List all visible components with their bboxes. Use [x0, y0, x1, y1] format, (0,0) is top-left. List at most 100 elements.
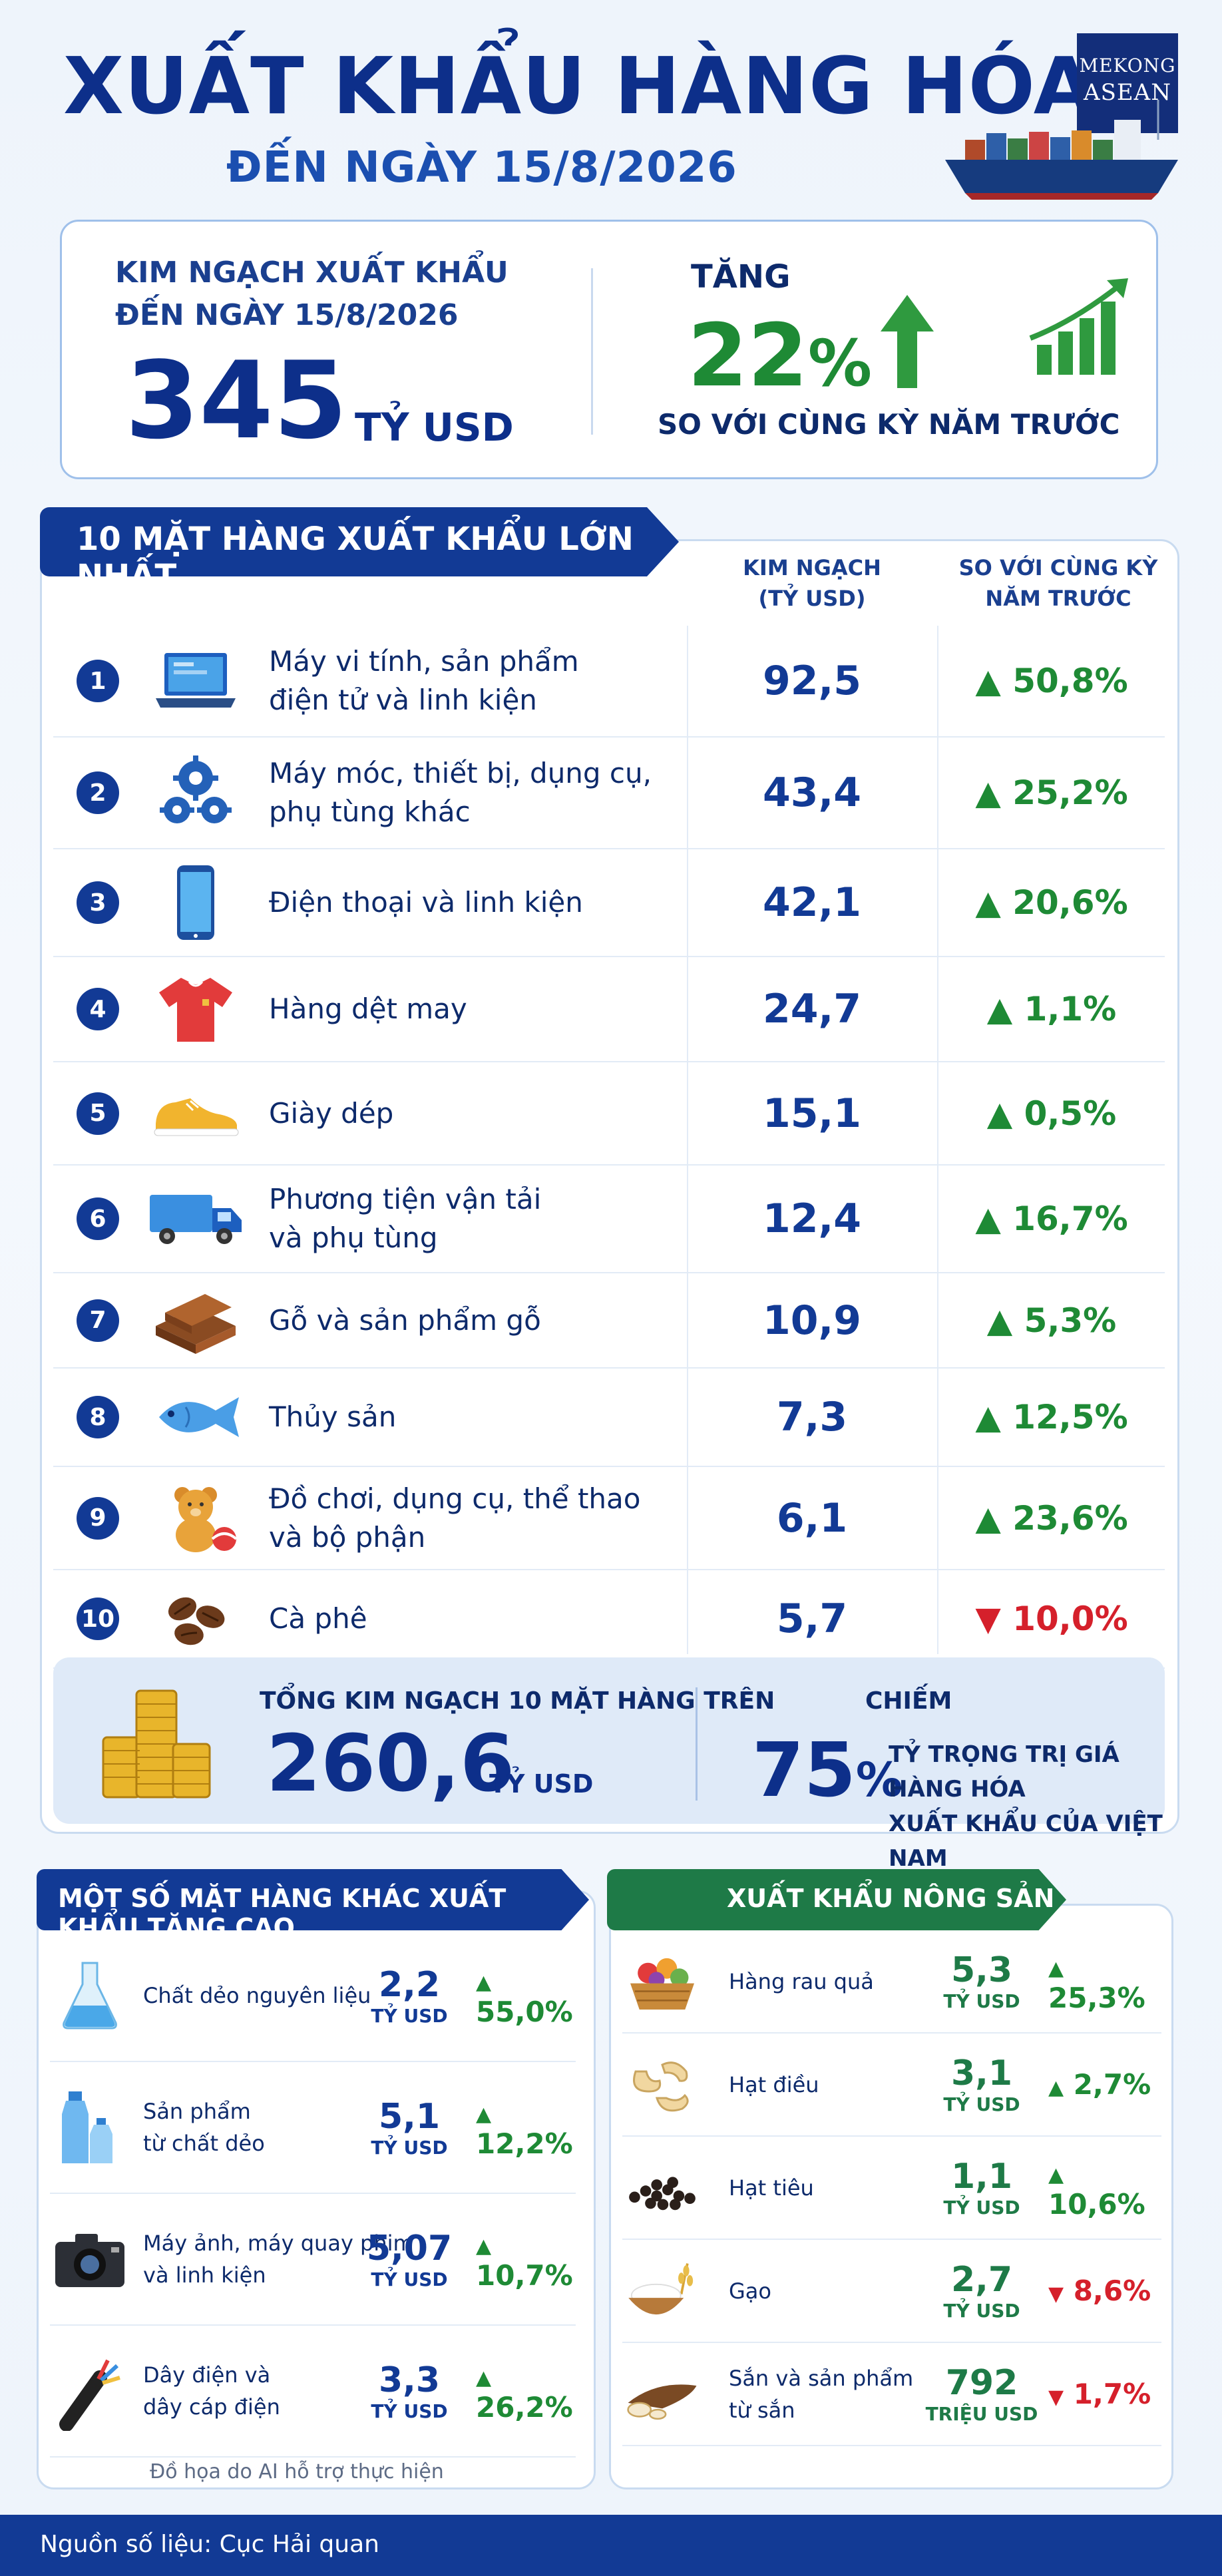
item-change-value: 50,8% — [1012, 662, 1128, 700]
item-change-value: 20,6% — [1012, 883, 1128, 922]
agri-list: Hàng rau quả 5,3 TỶ USD ▲ 25,3% Hạt điều… — [609, 1930, 1173, 2476]
item-value-number: 2,7 — [950, 2260, 1013, 2300]
item-change: ▲ 1,1% — [938, 990, 1165, 1028]
item-name-line2: và bộ phận — [269, 1520, 426, 1554]
item-change-value: 8,6% — [1073, 2274, 1151, 2307]
triangle-up-icon: ▲ — [975, 1398, 1001, 1436]
item-name-line2: dây cáp điện — [143, 2394, 280, 2420]
item-name-line2: điện tử và linh kiện — [269, 684, 537, 716]
item-change-value: 23,6% — [1012, 1498, 1128, 1538]
item-value: 2,7 TỶ USD — [922, 2260, 1042, 2322]
column-header-change: SO VỚI CÙNG KỲ NĂM TRƯỚC — [945, 552, 1171, 614]
summary-unit: TỶ USD — [355, 405, 514, 450]
summary-card: KIM NGẠCH XUẤT KHẨU ĐẾN NGÀY 15/8/2026 3… — [60, 220, 1158, 479]
summary-label-line2: ĐẾN NGÀY 15/8/2026 — [115, 298, 459, 332]
triangle-up-icon: ▲ — [476, 2103, 492, 2126]
item-change: ▼ 8,6% — [1048, 2274, 1151, 2307]
triangle-up-icon: ▲ — [1048, 2163, 1064, 2187]
item-value-number: 5,07 — [366, 2228, 453, 2268]
item-name: Dây điện và dây cáp điện — [143, 2359, 280, 2423]
rice-icon — [622, 2254, 702, 2328]
item-name-line1: Máy ảnh, máy quay phim — [143, 2231, 414, 2256]
item-change: ▲ 55,0% — [476, 1963, 576, 2028]
item-change-value: 5,3% — [1024, 1301, 1117, 1340]
item-change: ▲ 2,7% — [1048, 2068, 1151, 2101]
total-value: 260,6 — [266, 1717, 515, 1809]
item-value-number: 3,1 — [950, 2053, 1013, 2093]
item-change: ▲ 23,6% — [938, 1499, 1165, 1538]
rank-badge: 8 — [77, 1396, 119, 1438]
item-name-line2: từ sắn — [729, 2397, 795, 2423]
item-name-line2: từ chất dẻo — [143, 2131, 265, 2156]
top10-list: 1 Máy vi tính, sản phẩm điện tử và linh … — [53, 626, 1165, 1669]
triangle-up-icon: ▲ — [476, 1971, 492, 1994]
total-unit: TỶ USD — [489, 1769, 594, 1799]
total-divider — [696, 1687, 698, 1801]
ai-note: Đồ họa do AI hỗ trợ thực hiện — [150, 2460, 444, 2483]
triangle-up-icon: ▲ — [476, 2366, 492, 2390]
item-change-value: 25,3% — [1048, 1981, 1145, 2014]
item-value: 792 TRIỆU USD — [922, 2363, 1042, 2425]
laptop-icon — [146, 641, 246, 721]
coffee-beans-icon — [146, 1579, 246, 1659]
share-number: 75 — [752, 1727, 856, 1814]
item-name-line1: Hạt điều — [729, 2071, 819, 2097]
triangle-down-icon: ▼ — [1048, 2386, 1064, 2409]
summary-label: KIM NGẠCH XUẤT KHẨU ĐẾN NGÀY 15/8/2026 — [115, 252, 509, 337]
item-value: 2,2 TỶ USD — [349, 1965, 469, 2027]
column-header-value-line1: KIM NGẠCH — [743, 555, 881, 580]
rank-badge: 5 — [77, 1092, 119, 1135]
camera-icon — [50, 2226, 130, 2292]
item-value: 12,4 — [762, 1195, 862, 1242]
item-change: ▲ 10,7% — [476, 2227, 576, 2292]
item-name: Giày dép — [269, 1094, 702, 1133]
footer-source: Nguồn số liệu: Cục Hải quan — [0, 2515, 1222, 2576]
triangle-down-icon: ▼ — [975, 1600, 1001, 1638]
item-value-unit: TỶ USD — [943, 2300, 1020, 2322]
item-change: ▲ 5,3% — [938, 1301, 1165, 1340]
agri-row: Hạt tiêu 1,1 TỶ USD ▲ 10,6% — [622, 2137, 1161, 2240]
share-pct: % — [855, 1753, 903, 1807]
phone-icon — [146, 863, 246, 943]
column-header-value-line2: (TỶ USD) — [758, 586, 866, 611]
item-change: ▲ 16,7% — [938, 1199, 1165, 1238]
gold-coins-icon — [102, 1689, 211, 1799]
other-items-list: Chất dẻo nguyên liệu 2,2 TỶ USD ▲ 55,0% … — [37, 1930, 596, 2463]
rank-badge: 3 — [77, 881, 119, 924]
item-name-line1: Hạt tiêu — [729, 2175, 814, 2201]
item-name-line1: Dây điện và — [143, 2362, 271, 2388]
item-change: ▲ 0,5% — [938, 1094, 1165, 1133]
other-row: Sản phẩm từ chất dẻo 5,1 TỶ USD ▲ 12,2% — [50, 2062, 576, 2194]
item-value: 42,1 — [762, 879, 862, 926]
item-change-value: 12,2% — [476, 2127, 573, 2160]
cashew-icon — [622, 2051, 702, 2118]
item-change-value: 2,7% — [1073, 2068, 1151, 2101]
rank-badge: 6 — [77, 1197, 119, 1240]
item-change-value: 10,6% — [1048, 2187, 1145, 2221]
item-name: Máy móc, thiết bị, dụng cụ, phụ tùng khá… — [269, 754, 702, 831]
item-name-line2: phụ tùng khác — [269, 795, 471, 828]
column-header-change-line1: SO VỚI CÙNG KỲ — [958, 555, 1158, 580]
share-label: CHIẾM — [865, 1687, 952, 1715]
item-name: Cà phê — [269, 1600, 702, 1638]
item-change: ▲ 12,5% — [938, 1398, 1165, 1436]
gears-icon — [146, 753, 246, 833]
item-change-value: 10,7% — [476, 2259, 573, 2292]
agri-row: Sắn và sản phẩm từ sắn 792 TRIỆU USD ▼ 1… — [622, 2343, 1161, 2446]
agri-card — [609, 1904, 1173, 2489]
item-change: ▲ 20,6% — [938, 883, 1165, 922]
item-value: 24,7 — [762, 986, 862, 1032]
top10-row: 4 Hàng dệt may 24,7 ▲ 1,1% — [53, 957, 1165, 1062]
cargo-ship-icon — [945, 100, 1178, 200]
item-value: 6,1 — [776, 1494, 848, 1542]
triangle-down-icon: ▼ — [1048, 2282, 1064, 2306]
other-row: Máy ảnh, máy quay phim và linh kiện 5,07… — [50, 2194, 576, 2326]
column-header-value: KIM NGẠCH (TỶ USD) — [706, 552, 918, 614]
other-items-card — [37, 1890, 596, 2489]
fruit-basket-icon — [622, 1945, 702, 2018]
item-change: ▲ 25,2% — [938, 773, 1165, 812]
item-name-line1: Hàng dệt may — [269, 992, 467, 1025]
item-value-number: 5,3 — [950, 1950, 1013, 1990]
item-value-unit: TỶ USD — [943, 2197, 1020, 2219]
brand-logo[interactable]: MEKONG ASEAN — [1077, 33, 1178, 133]
